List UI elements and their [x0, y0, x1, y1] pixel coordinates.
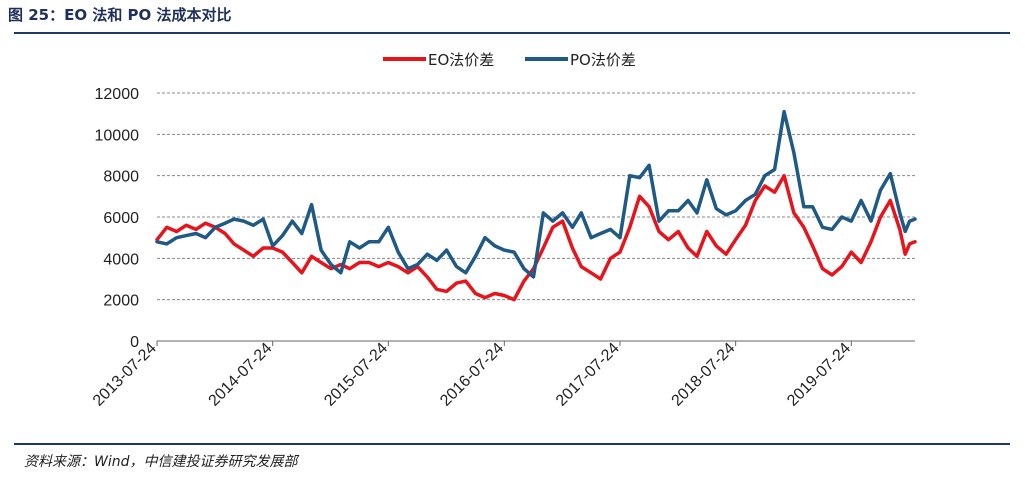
- legend-label-eo: EO法价差: [428, 51, 494, 69]
- legend-label-po: PO法价差: [570, 51, 636, 69]
- line-chart: EO法价差 PO法价差 020004000600080001000012000 …: [90, 51, 917, 410]
- x-tick-label: 2016-07-24: [437, 340, 507, 410]
- bottom-rule: [14, 443, 1010, 445]
- x-tick-label: 2017-07-24: [553, 340, 623, 410]
- x-tick-label: 2019-07-24: [784, 340, 854, 410]
- legend: EO法价差 PO法价差: [383, 51, 636, 69]
- series-lines: [155, 109, 917, 302]
- y-axis: 0 2000 4000 6000 8000 10000 12000: [95, 86, 140, 351]
- series-line-eo: [155, 173, 917, 302]
- y-tick-label: 12000: [95, 86, 140, 103]
- series-line-po: [155, 109, 917, 279]
- y-tick-label: 6000: [103, 210, 139, 227]
- x-tick-label: 2015-07-24: [321, 340, 391, 410]
- y-tick-label: 10000: [95, 127, 140, 144]
- x-axis: 2013-07-24 2014-07-24 2015-07-24 2016-07-24…: [90, 340, 915, 410]
- source-note: 资料来源：Wind，中信建投证券研究发展部: [24, 454, 298, 470]
- y-tick-label: 2000: [103, 293, 139, 310]
- x-tick-label: 2014-07-24: [206, 340, 276, 410]
- y-tick-label: 0: [130, 334, 139, 351]
- top-rule: [14, 32, 1010, 34]
- y-tick-label: 4000: [103, 251, 139, 268]
- x-tick-label: 2018-07-24: [669, 340, 739, 410]
- figure-title: 图 25：EO 法和 PO 法成本对比: [8, 6, 232, 24]
- y-tick-label: 8000: [103, 169, 139, 186]
- x-tick-label: 2013-07-24: [90, 340, 160, 410]
